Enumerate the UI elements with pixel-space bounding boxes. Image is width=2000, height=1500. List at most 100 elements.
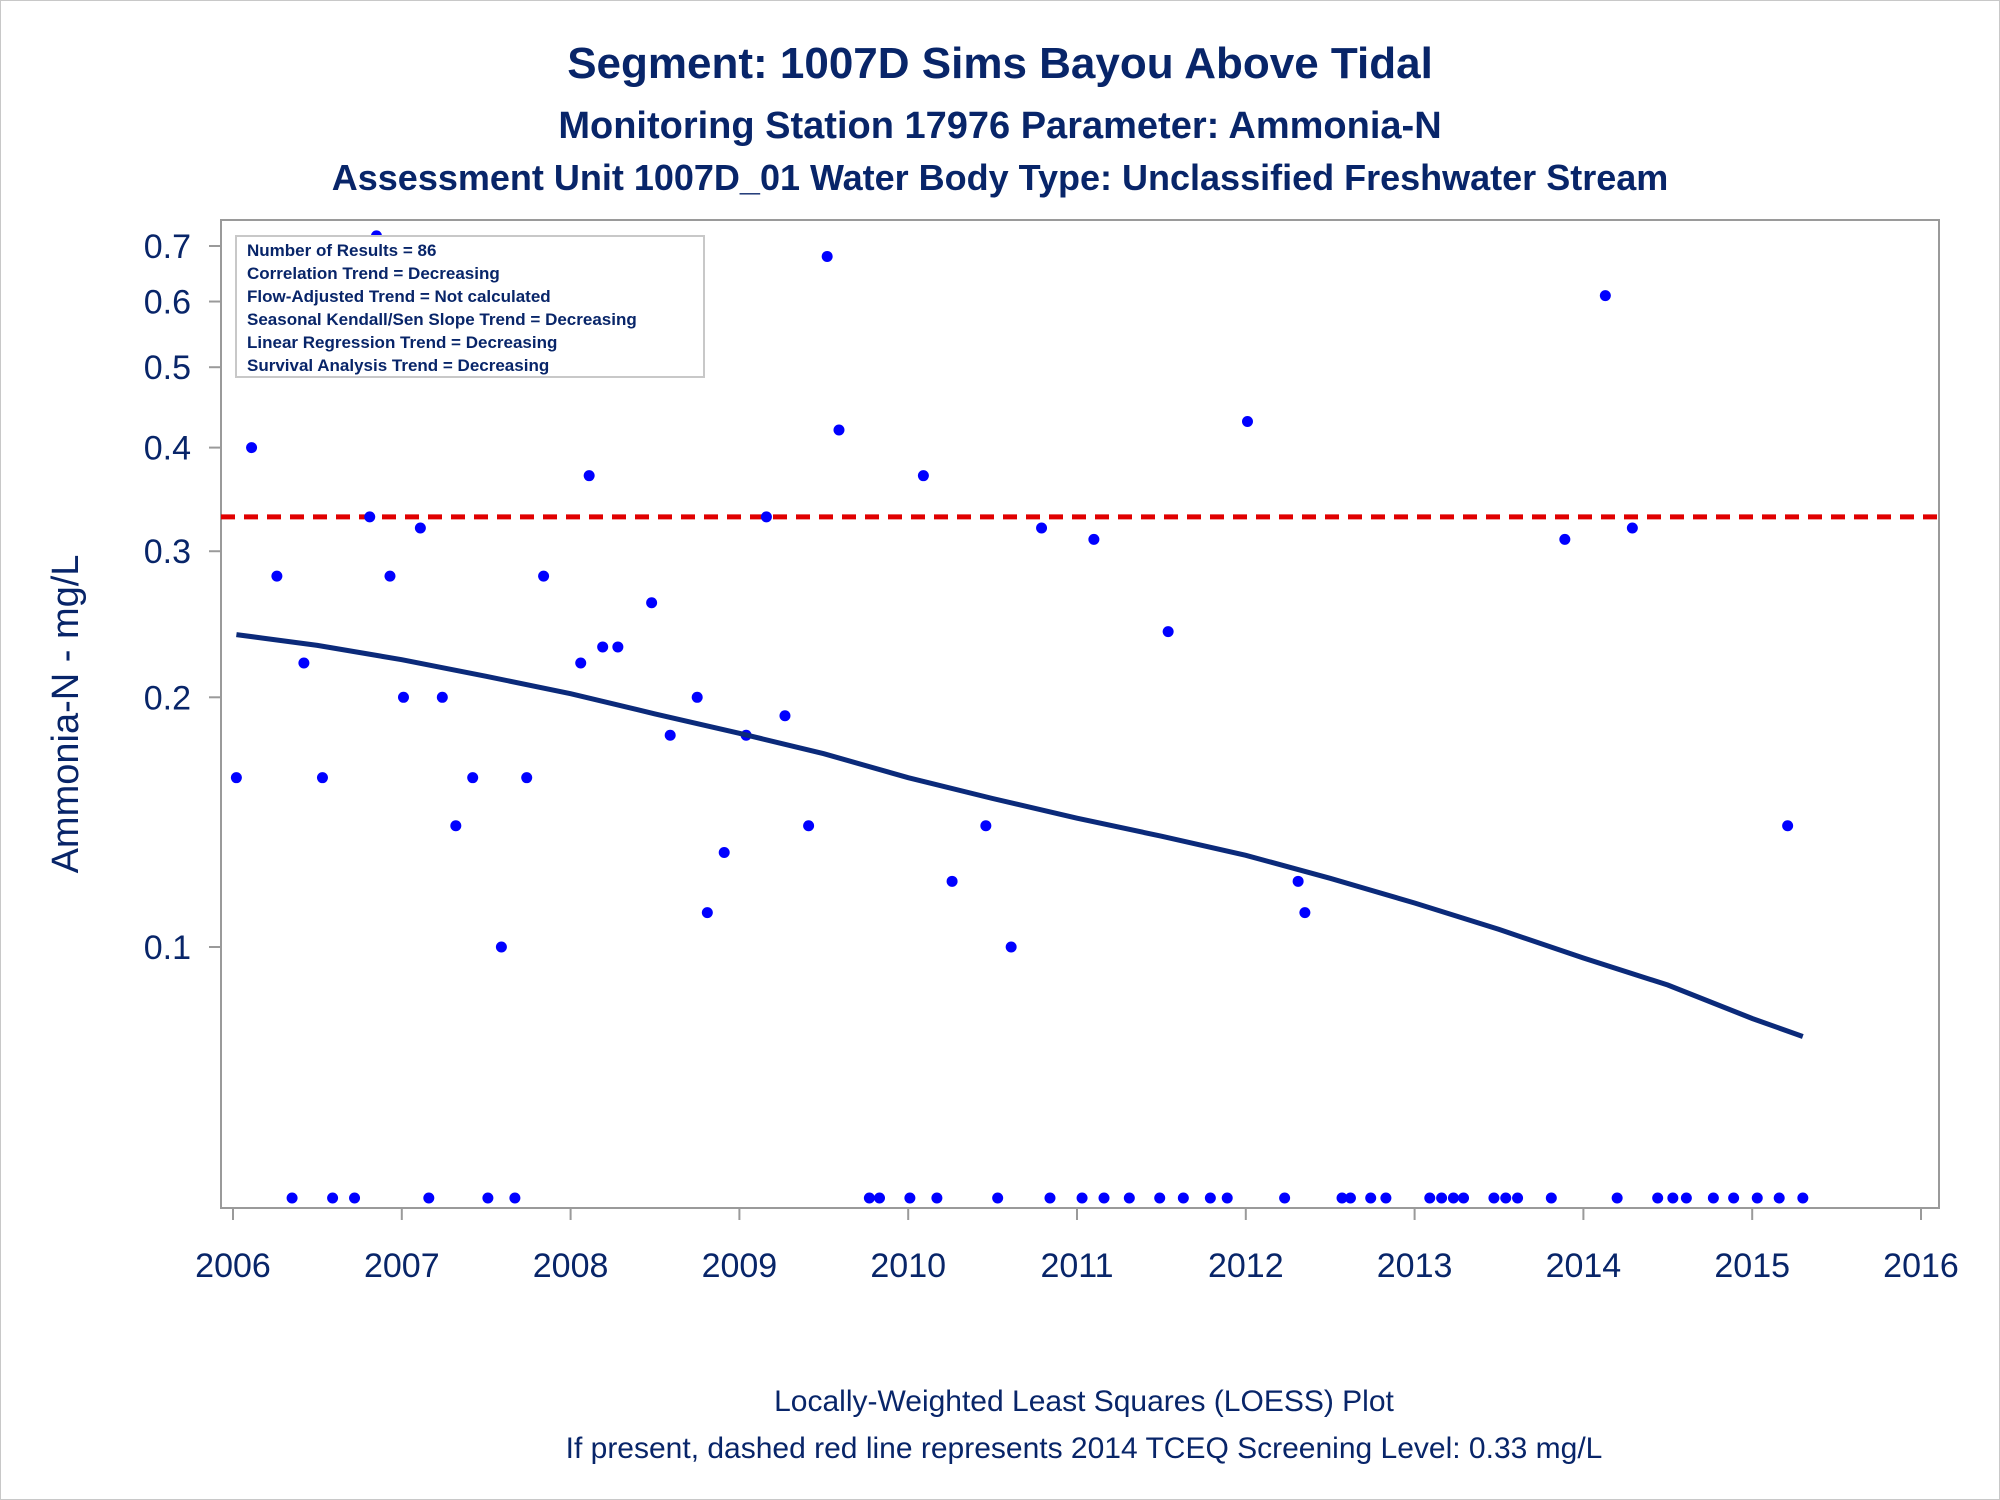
censored-data-point <box>1380 1192 1392 1204</box>
data-point <box>230 772 242 784</box>
data-point <box>779 710 791 722</box>
censored-data-point <box>423 1192 435 1204</box>
x-tick-label: 2009 <box>702 1247 778 1285</box>
data-point <box>1599 290 1611 302</box>
loess-trend-line <box>236 632 1804 1039</box>
censored-data-point <box>1512 1192 1524 1204</box>
censored-data-point <box>1221 1192 1233 1204</box>
y-axis-label: Ammonia-N - mg/L <box>45 555 87 874</box>
y-tick-label: 0.3 <box>144 533 191 571</box>
data-point <box>271 570 283 582</box>
data-point <box>691 691 703 703</box>
data-point <box>980 820 992 832</box>
data-point <box>364 511 376 523</box>
x-axis: 2006 2007 2008 2009 2010 2011 2012 2013 2014 2015… <box>195 1208 1959 1285</box>
x-tick-label: 2014 <box>1546 1247 1622 1285</box>
stat-flow-adjusted-trend: Flow-Adjusted Trend = Not calculated <box>247 287 551 306</box>
censored-data-point <box>1336 1192 1348 1204</box>
data-points <box>230 230 1809 1204</box>
censored-data-point <box>1773 1192 1785 1204</box>
censored-data-point <box>863 1192 875 1204</box>
censored-data-point <box>1751 1192 1763 1204</box>
censored-data-point <box>1611 1192 1623 1204</box>
y-tick-label: 0.5 <box>144 349 191 387</box>
x-tick-label: 2008 <box>533 1247 609 1285</box>
censored-data-point <box>1123 1192 1135 1204</box>
censored-data-point <box>931 1192 943 1204</box>
chart-subtitle-station: Monitoring Station 17976 Parameter: Ammo… <box>558 105 1441 147</box>
data-point <box>575 657 587 669</box>
censored-data-point <box>327 1192 339 1204</box>
stat-survival-analysis-trend: Survival Analysis Trend = Decreasing <box>247 356 549 375</box>
data-point <box>664 729 676 741</box>
x-tick-label: 2015 <box>1714 1247 1790 1285</box>
data-point <box>821 250 833 262</box>
data-point <box>760 511 772 523</box>
censored-data-point <box>1204 1192 1216 1204</box>
data-point <box>1241 416 1253 428</box>
x-tick-label: 2012 <box>1208 1247 1284 1285</box>
data-point <box>1626 522 1638 534</box>
y-tick-label: 0.2 <box>144 679 191 717</box>
data-point <box>803 820 815 832</box>
plot-area <box>220 219 1940 1209</box>
censored-data-point <box>1076 1192 1088 1204</box>
data-point <box>384 570 396 582</box>
censored-data-point <box>286 1192 298 1204</box>
data-point <box>917 470 929 482</box>
data-point <box>1036 522 1048 534</box>
censored-data-point <box>992 1192 1004 1204</box>
censored-data-point <box>1365 1192 1377 1204</box>
censored-data-point <box>1044 1192 1056 1204</box>
data-point <box>1559 533 1571 545</box>
x-tick-label: 2013 <box>1377 1247 1453 1285</box>
x-tick-label: 2006 <box>195 1247 271 1285</box>
censored-data-point <box>482 1192 494 1204</box>
data-point <box>397 691 409 703</box>
x-tick-label: 2010 <box>870 1247 946 1285</box>
censored-data-point <box>1797 1192 1809 1204</box>
stat-linear-regression-trend: Linear Regression Trend = Decreasing <box>247 333 557 352</box>
data-point <box>521 772 533 784</box>
y-tick-label: 0.6 <box>144 284 191 322</box>
stat-seasonal-kendall-trend: Seasonal Kendall/Sen Slope Trend = Decre… <box>247 310 637 329</box>
chart-title: Segment: 1007D Sims Bayou Above Tidal <box>567 39 1433 88</box>
stat-number-of-results: Number of Results = 86 <box>247 241 436 260</box>
censored-data-point <box>1177 1192 1189 1204</box>
data-point <box>1292 875 1304 887</box>
data-point <box>718 846 730 858</box>
data-point <box>538 570 550 582</box>
trend-summary-box: Number of Results = 86 Correlation Trend… <box>235 235 705 378</box>
data-point <box>467 772 479 784</box>
x-tick-label: 2007 <box>364 1247 440 1285</box>
censored-data-point <box>1680 1192 1692 1204</box>
censored-data-point <box>1424 1192 1436 1204</box>
data-point <box>1005 941 1017 953</box>
censored-data-point <box>349 1192 361 1204</box>
y-tick-label: 0.1 <box>144 929 191 967</box>
x-tick-label: 2011 <box>1040 1247 1113 1285</box>
x-tick-label: 2016 <box>1883 1247 1959 1285</box>
data-point <box>1088 533 1100 545</box>
data-point <box>436 691 448 703</box>
censored-data-point <box>1436 1192 1448 1204</box>
censored-data-point <box>1447 1192 1459 1204</box>
censored-data-point <box>509 1192 521 1204</box>
data-point <box>450 820 462 832</box>
data-point <box>701 907 713 919</box>
data-point <box>1299 907 1311 919</box>
footnote-loess: Locally-Weighted Least Squares (LOESS) P… <box>774 1385 1394 1418</box>
y-tick-label: 0.7 <box>144 228 191 266</box>
y-axis: 0.1 0.2 0.3 0.4 0.5 0.6 0.7 <box>144 228 221 967</box>
data-point <box>495 941 507 953</box>
data-point <box>298 657 310 669</box>
censored-data-point <box>1545 1192 1557 1204</box>
y-tick-label: 0.4 <box>144 430 191 468</box>
censored-data-point <box>1279 1192 1291 1204</box>
censored-data-point <box>1667 1192 1679 1204</box>
data-point <box>1162 626 1174 638</box>
data-point <box>833 424 845 436</box>
censored-data-point <box>1098 1192 1110 1204</box>
data-point <box>246 442 258 454</box>
data-point <box>1782 820 1794 832</box>
